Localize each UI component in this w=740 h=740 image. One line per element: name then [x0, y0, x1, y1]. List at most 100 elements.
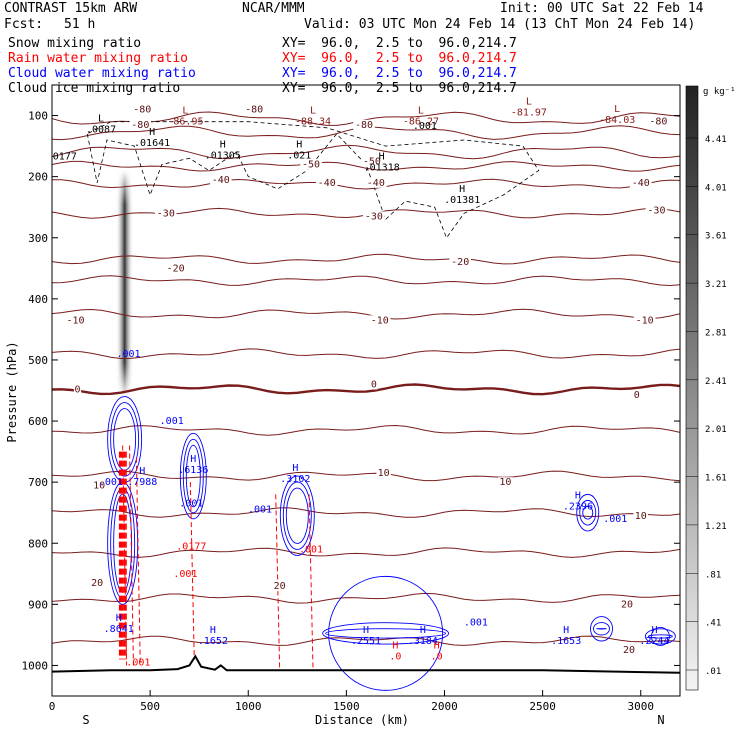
extremum-value: .001	[603, 514, 627, 525]
extremum-value: .7988	[127, 477, 157, 488]
extremum-marker: H	[392, 640, 398, 651]
rain-water-contour	[275, 494, 281, 669]
y-tick-label: 600	[28, 415, 48, 428]
extremum-marker: H	[210, 625, 216, 636]
cloud-ice-contour	[86, 121, 540, 239]
extremum-value: .001	[126, 657, 150, 668]
field-name-cloudwater: Cloud water mixing ratio	[8, 66, 196, 81]
temperature-label: 0	[371, 379, 377, 390]
contour-label-bg	[633, 510, 648, 521]
temperature-label: 20	[274, 581, 286, 592]
init-time: Init: 00 UTC Sat 22 Feb 14	[500, 1, 704, 16]
contour-label-bg	[619, 599, 635, 610]
contour-label-bg	[498, 477, 513, 488]
cloud-water-contour	[593, 622, 610, 636]
contour-label-bg	[633, 315, 656, 326]
contour-label-bg	[633, 389, 641, 400]
colorbar-tick-label: 3.61	[705, 232, 727, 242]
cloud-water-contour	[576, 493, 600, 532]
contour-label-bg	[645, 205, 668, 216]
field-name-rain: Rain water mixing ratio	[8, 51, 189, 66]
extremum-value: .001	[99, 477, 123, 488]
contour-label-bg	[164, 263, 187, 274]
extremum-value: .8641	[104, 624, 134, 635]
colorbar-unit: g kg⁻¹	[703, 87, 736, 97]
contour-label-bg	[353, 119, 375, 130]
cloud-water-contour	[644, 628, 676, 645]
extremum-value: -86.95	[167, 117, 203, 128]
cloud-water-contour	[182, 438, 204, 514]
temperature-label: -80	[131, 120, 149, 131]
extremum-value: -86.27	[403, 117, 439, 128]
extremum-value: .0177	[47, 152, 77, 163]
temperature-contour	[52, 507, 680, 518]
colorbar-tick-label: .41	[705, 619, 721, 629]
temperature-label: -40	[212, 175, 230, 186]
extremum-marker: H	[563, 625, 569, 636]
temperature-contour	[52, 547, 680, 558]
contour-label-bg	[315, 177, 338, 188]
contour-label-bg	[629, 177, 652, 188]
extremum-marker: L	[418, 106, 424, 117]
y-tick-label: 800	[28, 537, 48, 550]
contour-label-bg	[363, 211, 385, 222]
extremum-marker: H	[575, 491, 581, 502]
surface-line	[52, 654, 680, 674]
temperature-label: 10	[93, 480, 105, 491]
extremum-value: .01641	[134, 138, 170, 149]
temperature-contour	[52, 635, 680, 646]
extremum-marker: H	[363, 625, 369, 636]
x-tick-label: 2000	[431, 700, 458, 713]
x-tick-label: 0	[49, 700, 56, 713]
extremum-marker: L	[614, 104, 620, 115]
temperature-label: -80	[133, 104, 151, 115]
extremum-marker: H	[190, 454, 196, 465]
temperature-label: 10	[499, 477, 511, 488]
extremum-value: .0087	[86, 125, 116, 136]
extremum-marker: H	[149, 127, 155, 138]
extremum-value: .001	[116, 349, 140, 360]
cloud-water-contour	[590, 616, 613, 642]
temperature-label: -50	[302, 159, 320, 170]
y-tick-label: 100	[28, 110, 48, 123]
extremum-marker: H	[651, 625, 657, 636]
y-axis-label: Pressure (hPa)	[5, 341, 19, 442]
colorbar-tick-label: 3.21	[705, 280, 727, 290]
cloud-water-contour	[279, 475, 315, 556]
cloud-water-contour	[328, 575, 444, 691]
colorbar-tick-label: 2.01	[705, 425, 727, 435]
extremum-value: .01381	[444, 195, 480, 206]
colorbar-tick-label: 1.21	[705, 522, 727, 532]
temperature-label: -10	[636, 315, 654, 326]
colorbar: g kg⁻¹ 4.41 4.01 3.61 3.21 2.81 2.41 2.01 1.61 1…	[685, 85, 736, 691]
extremum-marker: L	[526, 97, 532, 108]
temperature-label: 20	[91, 578, 103, 589]
extremum-value: .001	[464, 618, 488, 629]
contour-label-bg	[449, 257, 471, 268]
valid-time: Valid: 03 UTC Mon 24 Feb 14 (13 ChT Mon …	[304, 17, 696, 32]
field-name-snow: Snow mixing ratio	[8, 36, 142, 51]
contour-label-bg	[621, 645, 637, 656]
temperature-label: 10	[378, 468, 390, 479]
cloud-water-contour	[325, 628, 447, 639]
field-xy-rain: XY= 96.0, 2.5 to 96.0,214.7	[282, 51, 517, 66]
temperature-label: -30	[647, 205, 665, 216]
x-end-label-north: N	[657, 713, 664, 727]
extremum-value: -88.34	[295, 117, 331, 128]
extremum-marker: H	[379, 152, 385, 163]
temperature-label: 0	[74, 384, 80, 395]
colorbar-ramp	[685, 85, 699, 691]
extremum-value: .1653	[551, 636, 581, 647]
extremum-value: .3184	[408, 636, 438, 647]
contour-label-bg	[131, 104, 154, 115]
extremum-marker: H	[220, 139, 226, 150]
extremum-value: .6136	[178, 465, 208, 476]
contour-label-bg	[272, 581, 287, 592]
field-xy-cloudwater: XY= 96.0, 2.5 to 96.0,214.7	[282, 66, 517, 81]
colorbar-tick-label: 4.41	[705, 135, 727, 145]
x-tick-label: 2500	[529, 700, 556, 713]
y-tick-label: 500	[28, 354, 48, 367]
temperature-label: -80	[245, 104, 263, 115]
contour-label-bg	[300, 159, 322, 170]
extremum-value: .001	[160, 416, 184, 427]
